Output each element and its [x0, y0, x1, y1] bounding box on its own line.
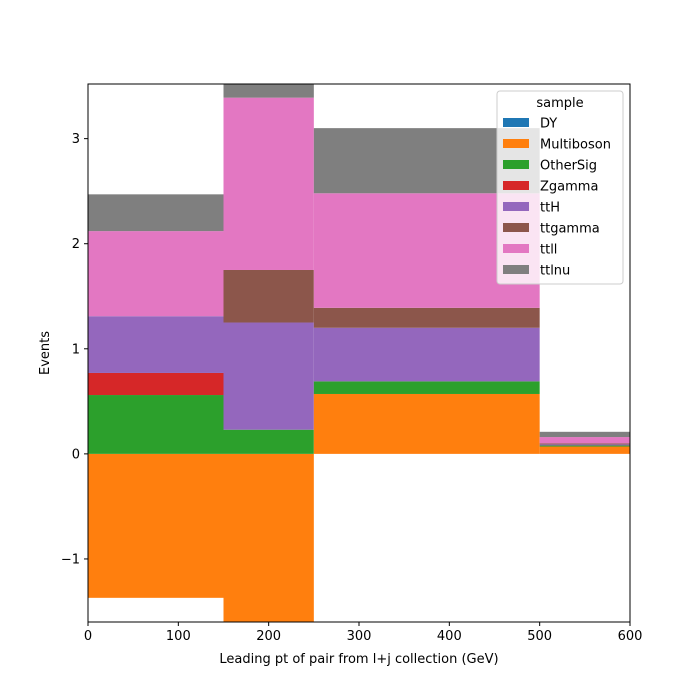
- legend-swatch-ttgamma: [503, 223, 529, 232]
- bar-segment-othersig-bin-2: [313, 381, 540, 394]
- x-tick-label: 300: [347, 629, 372, 644]
- legend-label-othersig: OtherSig: [540, 159, 597, 174]
- y-tick-label: −1: [61, 552, 80, 567]
- legend-swatch-tth: [503, 202, 529, 211]
- y-axis: −1 0 1 2 3: [61, 132, 88, 567]
- legend-swatch-ttll: [503, 244, 529, 253]
- bar-segment-othersig-bin-0: [88, 395, 224, 454]
- x-tick-label: 600: [618, 629, 643, 644]
- y-tick-label: 3: [72, 132, 80, 147]
- x-tick-label: 500: [527, 629, 552, 644]
- bar-segment-ttll-bin-1: [223, 97, 314, 270]
- bar-segment-ttll-bin-3: [539, 437, 630, 444]
- legend-swatch-multiboson: [503, 139, 529, 148]
- legend-swatch-othersig: [503, 160, 529, 169]
- legend: sample DY Multiboson OtherSig Zgamma ttH ttgam…: [496, 90, 624, 285]
- bar-segment-multiboson-bin-2: [313, 393, 540, 454]
- legend-label-dy: DY: [540, 117, 557, 132]
- bar-segment-multiboson-bin-3: [539, 446, 630, 454]
- x-tick-label: 200: [256, 629, 281, 644]
- bar-segment-zgamma-bin-0: [88, 372, 224, 396]
- legend-title: sample: [536, 96, 583, 111]
- legend-label-tth: ttH: [540, 201, 560, 216]
- legend-label-ttlnu: ttlnu: [540, 264, 570, 279]
- bar-segment-othersig-bin-1: [223, 429, 314, 454]
- bar-segment-tth-bin-3: [539, 444, 630, 446]
- bars-layer: [88, 84, 630, 622]
- x-axis-label: Leading pt of pair from l+j collection (…: [219, 652, 498, 667]
- x-axis: 0 100 200 300 400 500 600: [84, 622, 643, 644]
- x-tick-label: 400: [437, 629, 462, 644]
- bar-segment-tth-bin-1: [223, 322, 314, 430]
- bar-segment-ttgamma-bin-1: [223, 269, 314, 323]
- legend-swatch-ttlnu: [503, 265, 529, 274]
- bar-segment-multiboson-bin-1: [223, 453, 314, 622]
- bar-segment-ttlnu-bin-0: [88, 194, 224, 232]
- y-tick-label: 2: [72, 237, 80, 252]
- y-tick-label: 1: [72, 342, 80, 357]
- bar-segment-ttll-bin-0: [88, 231, 224, 317]
- legend-label-zgamma: Zgamma: [540, 180, 598, 195]
- bar-segment-ttlnu-bin-3: [539, 431, 630, 438]
- x-tick-label: 0: [84, 629, 92, 644]
- bar-segment-othersig-bin-3: [539, 445, 630, 447]
- legend-label-multiboson: Multiboson: [540, 138, 611, 153]
- bar-segment-ttgamma-bin-2: [313, 307, 540, 328]
- legend-label-ttgamma: ttgamma: [540, 222, 600, 237]
- bar-segment-ttlnu-bin-1: [223, 84, 314, 98]
- legend-swatch-zgamma: [503, 181, 529, 190]
- bar-segment-multiboson-bin-0: [88, 453, 224, 598]
- legend-label-ttll: ttll: [540, 243, 557, 258]
- legend-swatch-dy: [503, 118, 529, 127]
- y-tick-label: 0: [72, 447, 80, 462]
- y-axis-label: Events: [38, 331, 53, 375]
- x-tick-label: 100: [166, 629, 191, 644]
- bar-segment-ttgamma-bin-3: [539, 443, 630, 445]
- bar-segment-tth-bin-0: [88, 316, 224, 373]
- bar-segment-tth-bin-2: [313, 327, 540, 382]
